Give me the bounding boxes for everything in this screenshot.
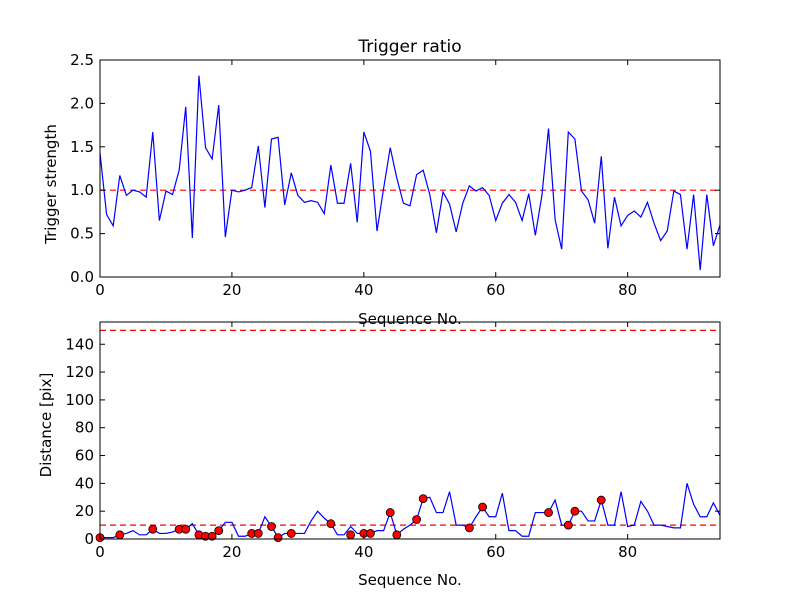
bottom-y-tick-label: 100 — [65, 391, 94, 409]
bottom-data-marker — [273, 533, 283, 543]
bottom-data-marker — [570, 506, 580, 516]
top-x-tick-label: 0 — [95, 281, 105, 299]
bottom-data-marker — [544, 508, 553, 517]
top-series-line-0 — [100, 75, 720, 271]
bottom-data-marker — [253, 529, 263, 538]
bottom-data-marker — [115, 530, 125, 540]
top-x-tick-label: 60 — [486, 281, 505, 299]
bottom-data-marker — [267, 522, 276, 531]
bottom-y-tick-label: 0 — [84, 530, 94, 548]
bottom-data-marker — [326, 519, 336, 529]
bottom-x-tick-label: 0 — [95, 543, 105, 561]
bottom-x-tick-label: 80 — [618, 543, 637, 561]
top-y-tick-label: 2.5 — [70, 51, 94, 69]
top-chart-title: Trigger ratio — [357, 37, 461, 57]
bottom-x-tick-label: 60 — [486, 543, 505, 561]
top-x-tick-label: 40 — [354, 281, 373, 299]
top-y-tick-label: 2.0 — [70, 94, 94, 112]
top-y-tick-label: 0.0 — [70, 268, 94, 286]
bottom-data-marker — [346, 530, 356, 540]
top-axes-frame — [99, 59, 721, 278]
bottom-data-marker — [464, 523, 474, 533]
bottom-y-tick-label: 140 — [65, 335, 94, 353]
bottom-x-tick-label: 20 — [222, 543, 241, 561]
top-chart-xlabel: Sequence No. — [358, 310, 462, 328]
bottom-data-marker — [478, 502, 487, 512]
bottom-y-tick-label: 120 — [65, 363, 94, 381]
bottom-data-marker — [563, 520, 573, 530]
bottom-data-marker — [366, 529, 375, 538]
top-x-tick-label: 20 — [222, 281, 241, 299]
bottom-data-marker — [596, 495, 606, 505]
bottom-data-marker — [385, 508, 395, 517]
bottom-axes-frame — [99, 321, 721, 540]
bottom-y-tick-label: 80 — [75, 419, 94, 437]
bottom-data-marker — [214, 526, 224, 536]
bottom-chart-xlabel: Sequence No. — [358, 571, 462, 589]
bottom-data-marker — [148, 524, 158, 534]
top-y-tick-label: 1.5 — [70, 138, 94, 156]
bottom-y-tick-label: 40 — [75, 474, 94, 492]
bottom-x-tick-label: 40 — [354, 543, 373, 561]
bottom-data-marker — [392, 530, 402, 540]
bottom-data-marker — [181, 524, 191, 534]
bottom-data-marker — [418, 494, 428, 504]
bottom-series-line-0 — [100, 483, 720, 539]
bottom-data-marker — [286, 529, 296, 538]
bottom-y-tick-label: 60 — [75, 447, 94, 465]
bottom-data-marker — [412, 515, 421, 524]
top-chart-ylabel: Trigger strength — [42, 124, 60, 245]
top-y-tick-label: 0.5 — [70, 225, 94, 243]
top-x-tick-label: 80 — [618, 281, 637, 299]
bottom-chart-ylabel: Distance [pix] — [37, 373, 55, 478]
top-y-tick-label: 1.0 — [70, 181, 94, 199]
bottom-y-tick-label: 20 — [75, 502, 94, 520]
bottom-data-marker — [207, 531, 217, 541]
